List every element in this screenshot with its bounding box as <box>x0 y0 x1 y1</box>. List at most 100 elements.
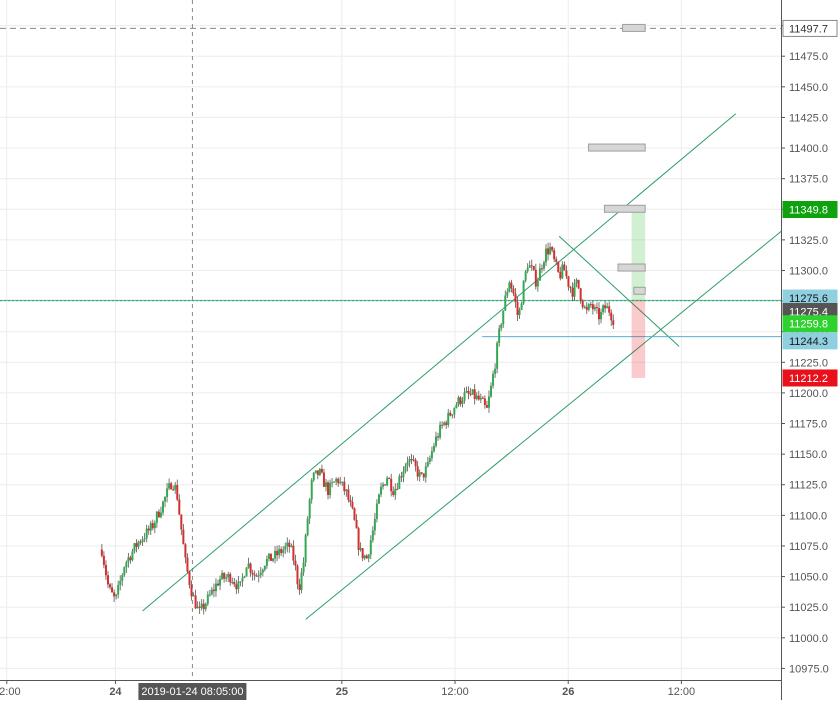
candle-down <box>510 282 513 289</box>
candle-up <box>428 458 431 462</box>
candle-down <box>355 520 358 529</box>
candle-down <box>182 529 185 545</box>
candle-down <box>353 508 356 521</box>
candle-down <box>194 595 197 609</box>
price-tick-label: 11475.0 <box>789 51 828 63</box>
candle-up <box>149 523 152 531</box>
candle-down <box>233 582 236 585</box>
candle-up <box>141 539 144 543</box>
price-label-badge <box>782 332 838 350</box>
candle-down <box>316 470 319 475</box>
candle-up <box>475 395 478 400</box>
candle-down <box>559 271 562 279</box>
candle-up <box>406 462 409 467</box>
candle-down <box>176 484 179 500</box>
candle-down <box>255 575 258 577</box>
candle-down <box>547 248 550 255</box>
candle-up <box>312 472 315 481</box>
candle-down <box>516 302 519 316</box>
candle-up <box>453 407 456 415</box>
candle-up <box>143 538 146 540</box>
candle-up <box>168 483 171 489</box>
candle-down <box>485 404 488 408</box>
candle-down <box>449 412 452 416</box>
candle-down <box>420 472 423 474</box>
order-markers[interactable] <box>588 23 646 295</box>
candle-down <box>445 422 448 426</box>
candle-down <box>557 261 560 272</box>
candle-up <box>386 477 389 486</box>
candle-down <box>604 305 607 309</box>
candle-down <box>569 286 572 288</box>
candle-up <box>575 279 578 284</box>
candle-up <box>155 511 158 523</box>
candle-up <box>447 412 450 426</box>
candle-up <box>237 581 240 590</box>
candle-up <box>479 397 482 400</box>
candle-up <box>192 595 195 597</box>
trend-line <box>142 113 737 612</box>
candle-down <box>217 583 220 586</box>
candle-up <box>284 546 287 550</box>
candle-up <box>561 264 564 279</box>
candle-down <box>186 557 189 572</box>
candle-down <box>298 584 301 590</box>
candle-down <box>610 312 613 321</box>
candle-up <box>221 573 224 579</box>
candle-up <box>439 424 442 438</box>
candle-up <box>600 311 603 320</box>
order-marker <box>633 286 646 295</box>
candle-up <box>490 385 493 397</box>
candle-up <box>324 482 327 487</box>
candle-down <box>198 606 201 608</box>
position-tool[interactable] <box>631 209 646 378</box>
price-tick-label: 11225.0 <box>789 357 828 369</box>
price-label-text: 11275.6 <box>789 293 828 305</box>
candle-up <box>219 578 222 586</box>
time-tick-label: 12:00 <box>441 686 469 698</box>
price-tick-label: 11075.0 <box>789 541 828 553</box>
candle-up <box>583 306 586 308</box>
price-tick-label: 11175.0 <box>789 419 827 431</box>
candle-up <box>125 562 128 568</box>
candle-down <box>351 502 354 509</box>
candle-down <box>577 279 580 289</box>
candle-up <box>243 576 246 578</box>
price-tick-label: 11000.0 <box>789 633 828 645</box>
price-tick-label: 11100.0 <box>789 510 827 522</box>
candles <box>100 242 615 615</box>
candle-up <box>542 262 545 269</box>
price-tick-label: 11050.0 <box>789 572 828 584</box>
candle-up <box>117 584 120 595</box>
candle-down <box>579 288 582 301</box>
candle-down <box>111 587 114 593</box>
candle-up <box>504 295 507 311</box>
candle-up <box>225 577 228 579</box>
candle-up <box>241 577 244 582</box>
candle-down <box>481 397 484 399</box>
price-tick-label: 11375.0 <box>789 174 828 186</box>
candle-down <box>571 287 574 297</box>
candle-down <box>392 491 395 495</box>
candle-up <box>174 484 177 490</box>
crosshair-time-label: 2019-01-24 08:05:00 <box>141 686 243 698</box>
candle-up <box>210 589 213 595</box>
candle-down <box>106 575 109 585</box>
price-label-badge <box>782 369 838 387</box>
candle-up <box>593 307 596 310</box>
candle-up <box>290 545 293 547</box>
candle-up <box>377 494 380 504</box>
price-tick-label: 11450.0 <box>789 82 828 94</box>
candle-up <box>333 481 336 483</box>
candle-down <box>483 398 486 405</box>
candle-down <box>589 304 592 306</box>
candle-down <box>595 307 598 309</box>
candle-up <box>455 404 458 408</box>
candle-up <box>369 540 372 555</box>
candle-up <box>314 470 317 473</box>
candle-down <box>170 483 173 490</box>
price-label-badge <box>782 315 838 333</box>
candle-up <box>329 482 332 495</box>
